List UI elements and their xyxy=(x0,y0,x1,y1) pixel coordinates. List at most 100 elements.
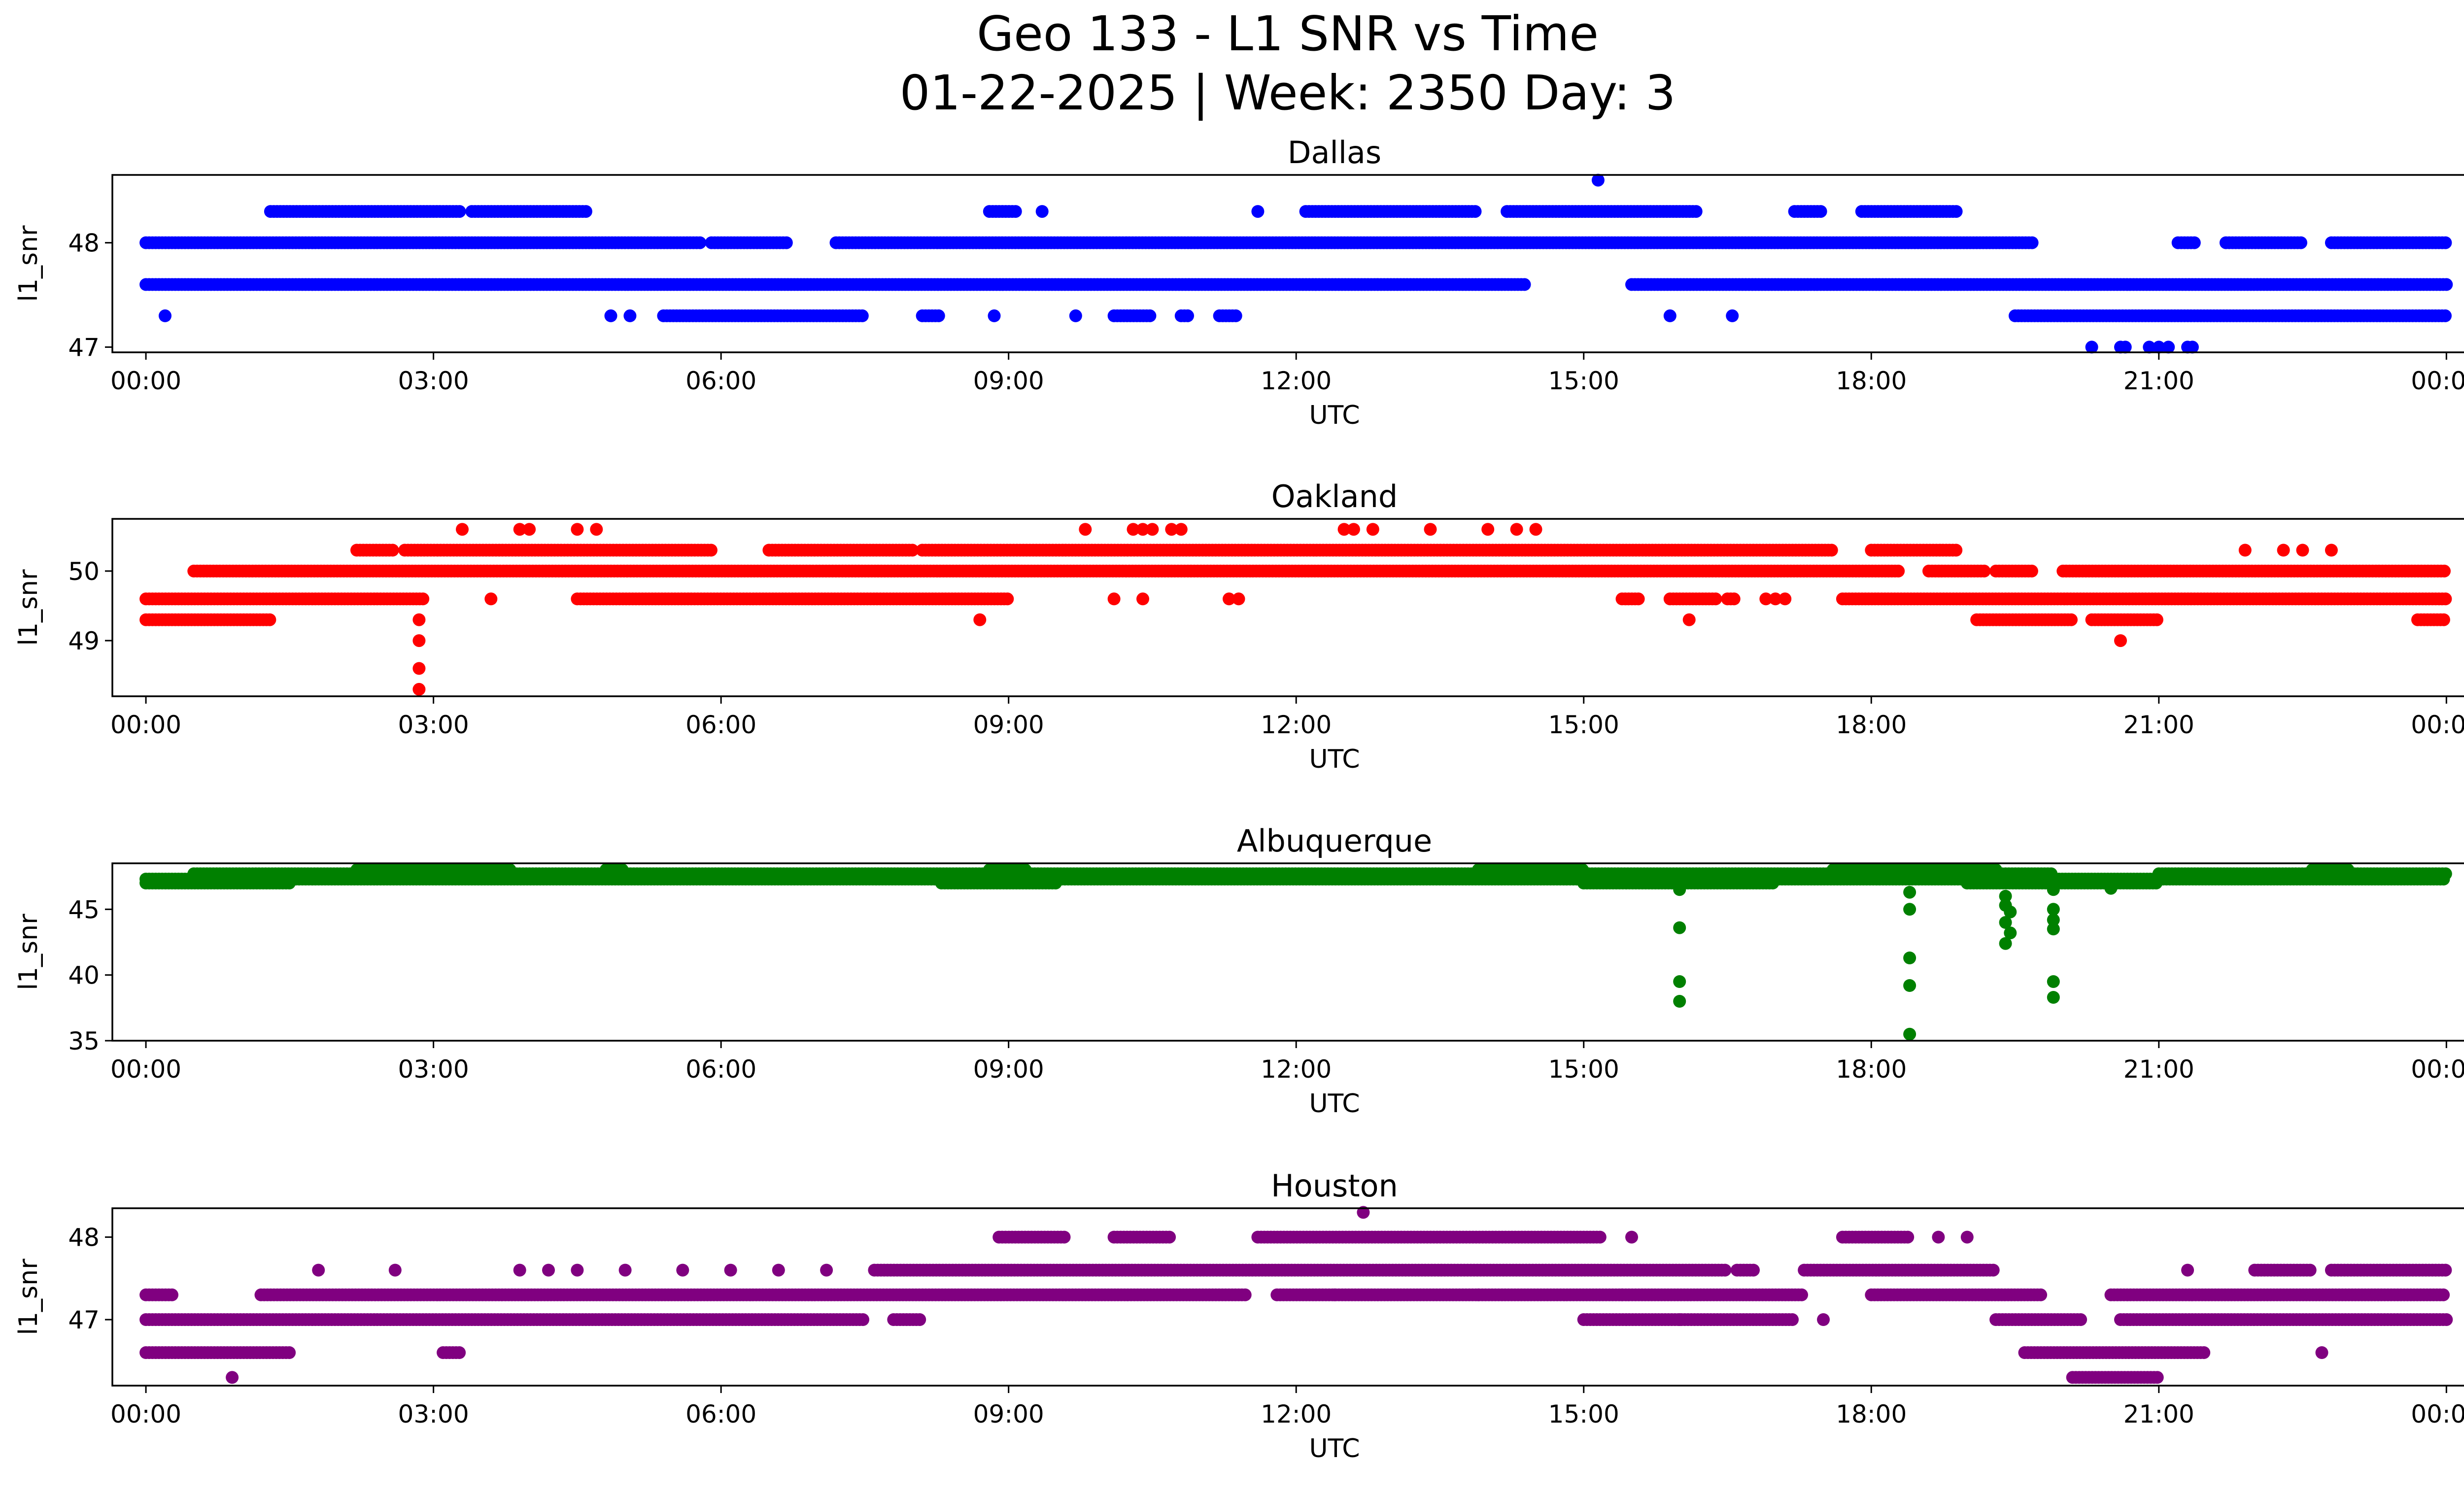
data-point xyxy=(1950,205,1963,218)
data-point xyxy=(2438,565,2451,578)
data-point xyxy=(412,634,425,647)
x-tick-label: 12:00 xyxy=(1261,711,1332,739)
data-point xyxy=(1230,309,1242,322)
data-point xyxy=(2114,634,2127,647)
data-point xyxy=(1251,205,1264,218)
y-axis-label-oakland: l1_snr xyxy=(14,569,43,646)
data-point xyxy=(1978,565,1990,578)
data-point xyxy=(412,662,425,675)
data-point xyxy=(412,683,425,696)
data-point xyxy=(456,523,469,536)
data-point xyxy=(2439,309,2452,322)
data-point xyxy=(1367,523,1379,536)
data-point xyxy=(1726,309,1739,322)
data-point xyxy=(1469,205,1482,218)
x-tick-label: 03:00 xyxy=(398,711,469,739)
data-point xyxy=(1814,205,1827,218)
data-point xyxy=(1728,592,1741,605)
data-point xyxy=(932,309,945,322)
x-axis-label-oakland: UTC xyxy=(1309,745,1360,774)
data-point xyxy=(1779,592,1791,605)
data-point xyxy=(412,613,425,626)
data-point xyxy=(580,205,592,218)
subplot-title-dallas: Dallas xyxy=(1288,135,1381,170)
x-tick-label: 00:00 xyxy=(2411,367,2464,395)
data-point xyxy=(159,309,171,322)
x-tick-label: 06:00 xyxy=(685,711,756,739)
y-axis-label-dallas: l1_snr xyxy=(14,225,43,302)
data-point xyxy=(973,613,986,626)
data-point xyxy=(571,523,583,536)
data-point xyxy=(693,237,706,249)
x-tick-label: 15:00 xyxy=(1548,711,1619,739)
subplot-title-oakland: Oakland xyxy=(1271,478,1398,514)
data-point xyxy=(1181,309,1194,322)
data-point xyxy=(283,877,296,889)
data-point xyxy=(263,613,276,626)
data-point xyxy=(1683,613,1696,626)
x-tick-label: 00:00 xyxy=(110,367,181,395)
x-tick-label: 18:00 xyxy=(1836,711,1907,739)
data-point xyxy=(1481,523,1494,536)
data-point xyxy=(1108,592,1121,605)
data-point xyxy=(1892,565,1905,578)
data-point xyxy=(1069,309,1082,322)
figure-title-line1: Geo 133 - L1 SNR vs Time xyxy=(977,6,1599,62)
y-tick-label: 47 xyxy=(68,333,100,362)
data-point xyxy=(2294,237,2307,249)
x-tick-label: 00:00 xyxy=(2411,711,2464,739)
x-tick-label: 21:00 xyxy=(2123,711,2194,739)
data-point xyxy=(2025,565,2038,578)
y-tick-label: 50 xyxy=(68,557,100,586)
data-point xyxy=(1424,523,1437,536)
data-point xyxy=(1079,523,1092,536)
data-point xyxy=(1510,523,1523,536)
data-point xyxy=(416,592,429,605)
data-point xyxy=(2325,544,2338,557)
data-point xyxy=(1530,523,1542,536)
data-point xyxy=(1146,523,1159,536)
data-point xyxy=(1825,544,1838,557)
data-point xyxy=(623,309,636,322)
data-point xyxy=(2440,278,2453,291)
data-point xyxy=(523,523,536,536)
data-point xyxy=(2296,544,2309,557)
data-point xyxy=(1143,309,1156,322)
x-tick-label: 03:00 xyxy=(398,367,469,395)
y-tick-label: 48 xyxy=(68,229,100,258)
data-point xyxy=(1036,205,1049,218)
data-point xyxy=(386,544,399,557)
data-point xyxy=(1232,592,1245,605)
data-point xyxy=(2026,237,2039,249)
data-point xyxy=(780,237,793,249)
x-tick-label: 09:00 xyxy=(973,711,1044,739)
data-point xyxy=(2439,237,2452,249)
x-tick-label: 06:00 xyxy=(685,367,756,395)
data-point xyxy=(1518,278,1531,291)
x-tick-label: 00:00 xyxy=(110,711,181,739)
data-point xyxy=(1709,592,1722,605)
x-tick-label: 15:00 xyxy=(1548,367,1619,395)
x-tick-label: 09:00 xyxy=(973,367,1044,395)
data-point xyxy=(2239,544,2252,557)
data-point xyxy=(1136,592,1149,605)
subplot-title-albuquerque: Albuquerque xyxy=(1237,823,1432,859)
figure-title-line2: 01-22-2025 | Week: 2350 Day: 3 xyxy=(900,65,1676,121)
data-point xyxy=(2151,613,2163,626)
data-point xyxy=(453,205,466,218)
y-tick-label: 49 xyxy=(68,627,100,655)
data-point xyxy=(1950,544,1962,557)
x-axis-label-dallas: UTC xyxy=(1309,401,1360,430)
data-point xyxy=(605,309,617,322)
data-point xyxy=(1009,205,1022,218)
data-point xyxy=(2437,613,2450,626)
data-point xyxy=(2439,867,2452,880)
data-point xyxy=(1664,309,1677,322)
data-point xyxy=(1001,592,1014,605)
x-tick-label: 18:00 xyxy=(1836,367,1907,395)
x-tick-label: 12:00 xyxy=(1261,367,1332,395)
data-point xyxy=(1690,205,1703,218)
data-point xyxy=(2065,613,2078,626)
data-point xyxy=(1632,592,1645,605)
